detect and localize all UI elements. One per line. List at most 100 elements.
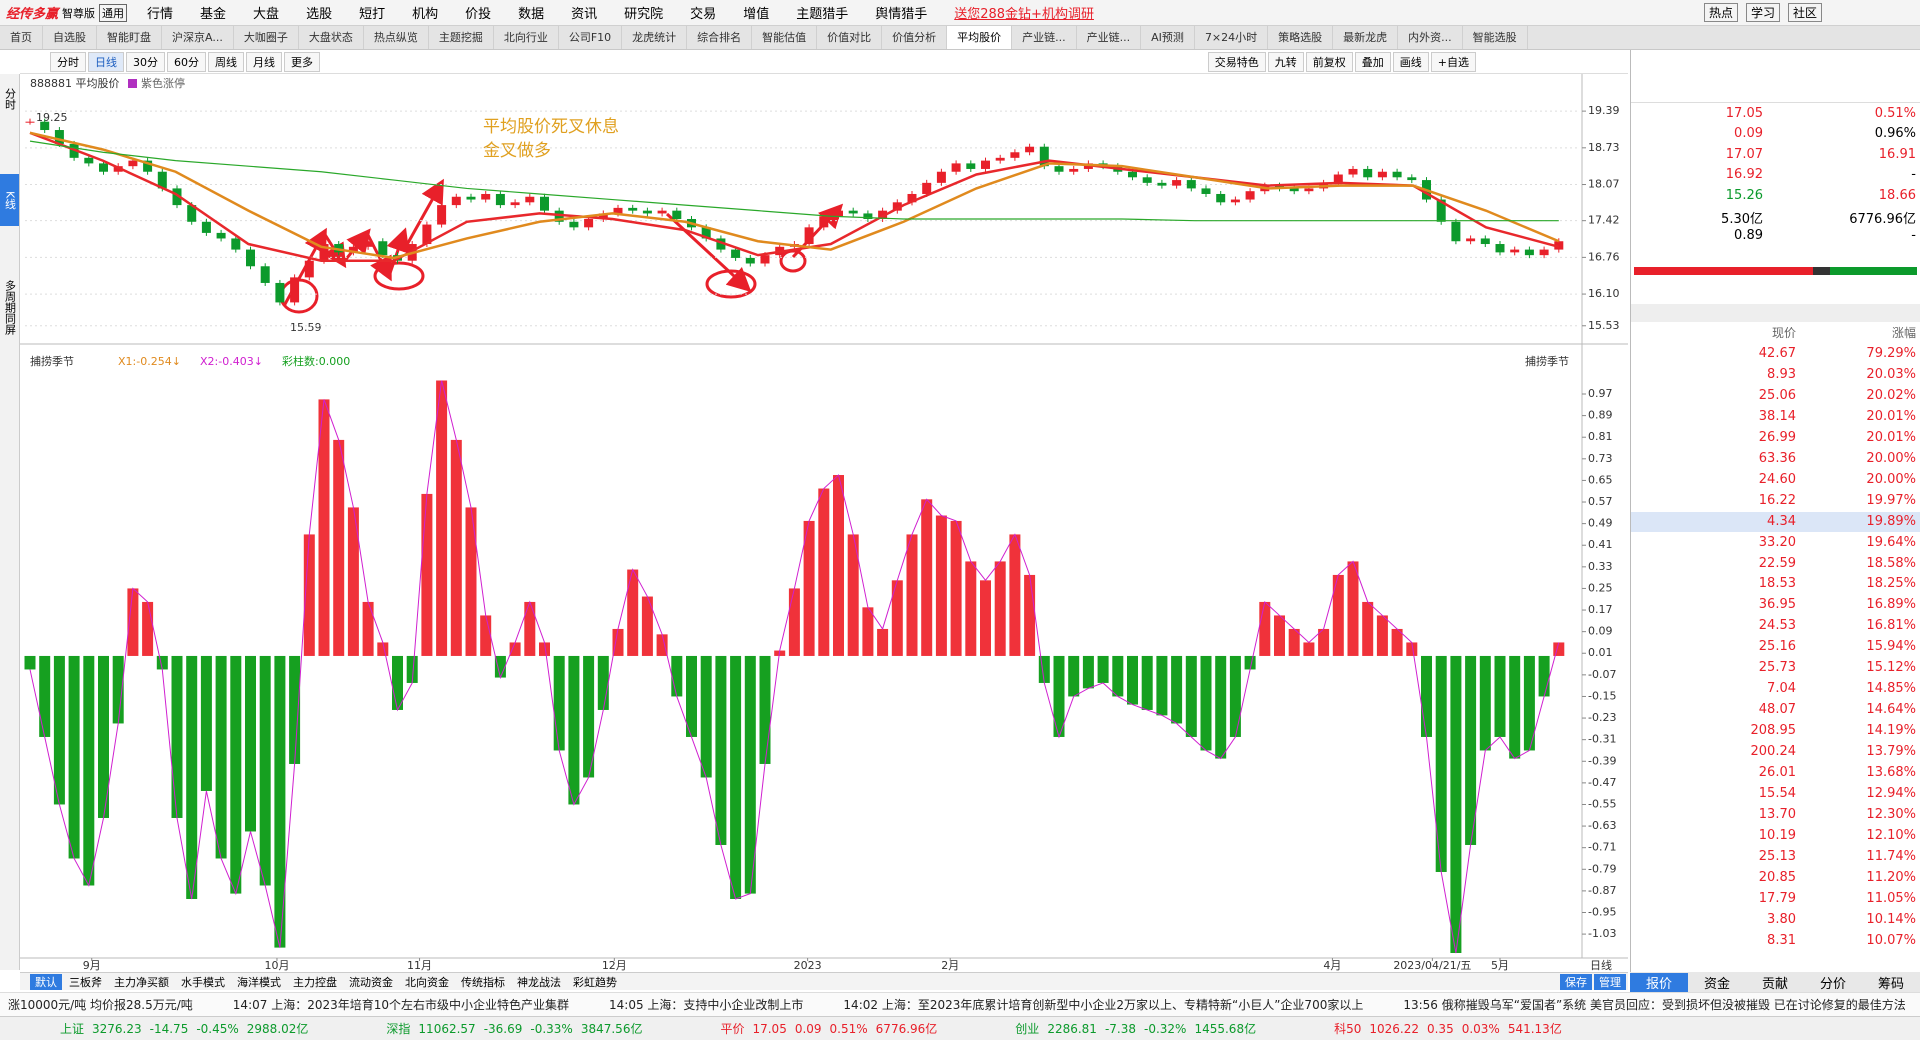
tool-button[interactable]: +自选: [1430, 51, 1476, 72]
tab[interactable]: 内外资...: [1398, 26, 1463, 49]
menu-item[interactable]: 机构: [412, 7, 439, 22]
bar: [318, 399, 330, 656]
moving-average: [29, 140, 1559, 222]
menu-item[interactable]: 行情: [147, 7, 174, 22]
menu-item[interactable]: 价投: [465, 7, 492, 22]
menu-item[interactable]: 研究院: [624, 7, 664, 22]
indicator-tab[interactable]: 神龙战法: [517, 975, 561, 989]
indicator-tab[interactable]: 主力净买额: [114, 975, 169, 989]
period-button[interactable]: 月线: [246, 51, 282, 72]
stock-change: 20.00%: [1866, 471, 1916, 487]
indicator-tab[interactable]: 默认: [30, 973, 62, 990]
promo-link[interactable]: 送您288金钻+机构调研: [954, 7, 1094, 22]
menu-item[interactable]: 数据: [518, 7, 545, 22]
index-value: 3276.23: [92, 1022, 142, 1036]
indicator-tab[interactable]: 北向资金: [405, 975, 449, 989]
news-item[interactable]: 14:02 上海：至2023年底累计培育创新型中小企业2万家以上、专精特新“小巨…: [843, 998, 1364, 1012]
stock-change: 12.10%: [1866, 827, 1916, 843]
bar: [83, 655, 95, 886]
menu-item[interactable]: 资讯: [571, 7, 598, 22]
stock-price: 63.36: [1758, 450, 1796, 466]
indicator-tab[interactable]: 彩虹趋势: [573, 975, 617, 989]
indicator-tab[interactable]: 主力控盘: [293, 975, 337, 989]
tab[interactable]: 智能估值: [752, 26, 818, 49]
news-item[interactable]: 14:05 上海：支持中小企业改制上市: [609, 998, 804, 1012]
panel-tab[interactable]: 报价: [1630, 972, 1688, 992]
y-tick-label: -0.71: [1588, 841, 1616, 854]
side-tab[interactable]: 分时: [3, 88, 17, 110]
indicator-tool[interactable]: 管理: [1594, 973, 1626, 990]
candle: [892, 202, 902, 211]
menu-item[interactable]: 舆情猎手: [875, 7, 928, 22]
news-item[interactable]: 涨10000元/吨 均价报28.5万元/吨: [8, 998, 193, 1012]
period-button[interactable]: 30分: [126, 51, 165, 72]
tab[interactable]: 大咖圈子: [234, 26, 299, 49]
tool-button[interactable]: 画线: [1392, 51, 1429, 72]
indicator-tool[interactable]: 保存: [1560, 973, 1592, 990]
tab[interactable]: 综合排名: [687, 26, 753, 49]
indicator-tab[interactable]: 流动资金: [349, 975, 393, 989]
tab[interactable]: 公司F10: [559, 26, 623, 49]
tool-button[interactable]: 前复权: [1305, 51, 1353, 72]
tool-button[interactable]: 交易特色: [1207, 51, 1266, 72]
period-button[interactable]: 60分: [167, 51, 206, 72]
candle: [554, 210, 564, 222]
tab[interactable]: 大盘状态: [299, 26, 364, 49]
tab[interactable]: 北向行业: [494, 26, 559, 49]
news-item[interactable]: 14:07 上海：2023年培育10个左右市级中小企业特色产业集群: [232, 998, 570, 1012]
indicator-tab[interactable]: 三板斧: [69, 975, 102, 989]
tab[interactable]: 智能盯盘: [97, 26, 162, 49]
period-button[interactable]: 分时: [50, 51, 86, 72]
panel-tab[interactable]: 筹码: [1877, 976, 1904, 992]
tool-button[interactable]: 九转: [1267, 51, 1304, 72]
stock-price: 4.34: [1767, 513, 1796, 529]
quote-value: 0.96%: [1874, 126, 1916, 142]
period-button[interactable]: 更多: [284, 51, 320, 72]
tab[interactable]: 策略选股: [1268, 26, 1334, 49]
menu-item[interactable]: 交易: [690, 7, 717, 22]
tab[interactable]: 价值对比: [817, 26, 883, 49]
menu-button[interactable]: 热点: [1703, 3, 1738, 22]
tab[interactable]: 热点纵览: [364, 26, 429, 49]
indicator-tab[interactable]: 传统指标: [461, 975, 505, 989]
candle: [363, 241, 373, 247]
tab[interactable]: 主题挖掘: [429, 26, 494, 49]
menu-item[interactable]: 增值: [743, 7, 770, 22]
y-tick-label: 0.01: [1588, 646, 1613, 659]
side-tab[interactable]: K线: [0, 174, 19, 226]
tab[interactable]: 平均股价: [947, 26, 1013, 49]
menu-item[interactable]: 短打: [359, 7, 386, 22]
panel-tab[interactable]: 资金: [1703, 976, 1730, 992]
indicator-tab[interactable]: 海洋模式: [237, 975, 281, 989]
tab[interactable]: 7×24小时: [1195, 26, 1269, 49]
side-tab[interactable]: 多周期同屏: [3, 280, 17, 335]
menu-item[interactable]: 基金: [200, 7, 227, 22]
menu-item[interactable]: 大盘: [253, 7, 280, 22]
tab[interactable]: 沪深京A...: [162, 26, 234, 49]
candle: [510, 202, 520, 206]
news-item[interactable]: 13:56 俄称摧毁乌军“爱国者”系统 美官员回应：受到损坏但没被摧毁 已在讨论…: [1403, 998, 1906, 1012]
tab[interactable]: 最新龙虎: [1333, 26, 1399, 49]
menu-button[interactable]: 社区: [1787, 3, 1822, 22]
candle: [1333, 174, 1343, 183]
bar: [818, 488, 830, 656]
tab[interactable]: 龙虎统计: [622, 26, 688, 49]
tool-button[interactable]: 叠加: [1354, 51, 1391, 72]
tab[interactable]: 价值分析: [882, 26, 948, 49]
candle: [540, 196, 549, 211]
tab[interactable]: 产业链...: [1077, 26, 1142, 49]
panel-tab[interactable]: 分价: [1819, 976, 1846, 992]
menu-item[interactable]: 选股: [306, 7, 333, 22]
panel-tab[interactable]: 贡献: [1761, 976, 1788, 992]
period-button[interactable]: 周线: [208, 51, 244, 72]
indicator-tab[interactable]: 水手模式: [181, 975, 225, 989]
bar: [847, 534, 859, 656]
menu-item[interactable]: 主题猎手: [796, 7, 849, 22]
menu-button[interactable]: 学习: [1745, 3, 1780, 22]
tab[interactable]: 产业链...: [1012, 26, 1077, 49]
period-button[interactable]: 日线: [88, 51, 124, 72]
tab[interactable]: AI预测: [1141, 26, 1195, 49]
tab[interactable]: 首页: [0, 26, 43, 49]
tab[interactable]: 智能选股: [1463, 26, 1528, 49]
tab[interactable]: 自选股: [43, 26, 97, 49]
